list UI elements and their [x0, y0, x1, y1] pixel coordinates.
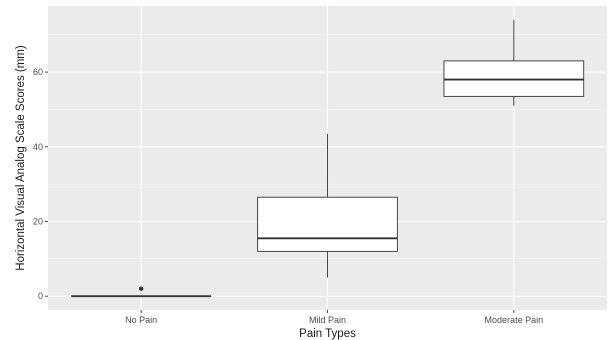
outlier-point: [138, 286, 144, 291]
x-tick-label: Mild Pain: [309, 315, 346, 325]
y-axis-ticks: 0 20 40 60: [33, 67, 48, 301]
box-no-pain: [71, 286, 212, 298]
y-axis-title: Horizontal Visual Analog Scale Scores (m…: [15, 45, 27, 271]
x-axis-title: Pain Types: [299, 328, 356, 340]
box-moderate-pain: [443, 19, 585, 106]
box-body: [443, 60, 585, 97]
box-mild-pain: [257, 133, 398, 278]
y-tick-label: 40: [33, 142, 43, 152]
x-axis-ticks: No Pain Mild Pain Moderate Pain: [125, 310, 543, 325]
y-tick-label: 0: [38, 291, 43, 301]
x-tick-label: No Pain: [125, 315, 157, 325]
x-tick-label: Moderate Pain: [485, 315, 544, 325]
y-tick-label: 60: [33, 67, 43, 77]
boxes: [71, 19, 585, 298]
y-tick-label: 20: [33, 216, 43, 226]
box-body: [257, 196, 398, 252]
